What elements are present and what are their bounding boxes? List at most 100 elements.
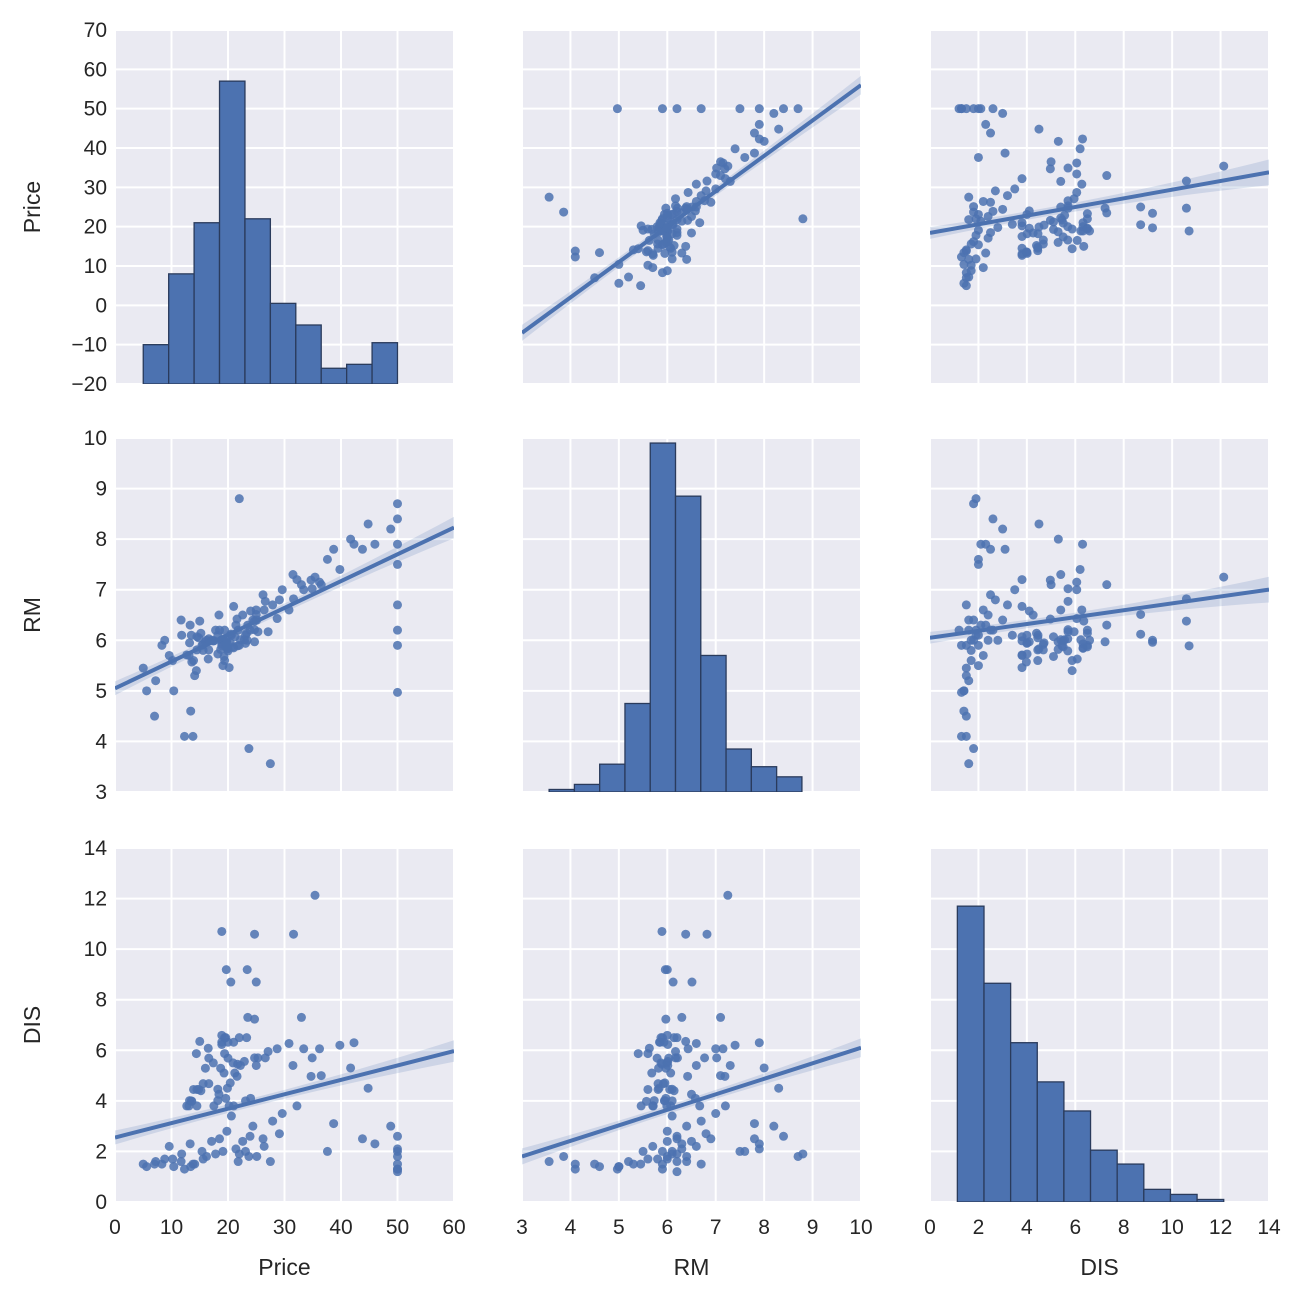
scatter-point — [983, 233, 993, 243]
scatter-point — [393, 640, 402, 650]
scatter-point — [230, 1068, 240, 1078]
scatter-point — [691, 1141, 701, 1151]
scatter-point — [988, 104, 998, 114]
scatter-point — [1056, 570, 1066, 580]
scatter-point — [1082, 214, 1092, 224]
scatter-point — [226, 977, 236, 987]
scatter-point — [233, 1157, 243, 1167]
scatter-point — [1072, 169, 1082, 179]
histogram-bar — [624, 702, 651, 792]
scatter-point — [234, 494, 244, 504]
scatter-point — [221, 1093, 231, 1103]
scatter-point — [978, 605, 988, 615]
scatter-point — [322, 1146, 332, 1156]
scatter-point — [245, 1131, 255, 1141]
scatter-point — [559, 207, 569, 217]
scatter-point — [638, 225, 648, 235]
scatter-point — [292, 1101, 302, 1111]
scatter-point — [335, 1040, 345, 1050]
scatter-point — [288, 1060, 298, 1070]
scatter-point — [195, 616, 205, 626]
scatter-point — [228, 642, 238, 652]
scatter-point — [289, 929, 299, 939]
scatter-point — [993, 222, 1003, 232]
scatter-point — [222, 1126, 232, 1136]
y-tick-label: 70 — [84, 19, 107, 42]
scatter-point — [779, 1131, 789, 1141]
scatter-point — [643, 1084, 653, 1094]
histogram-bar — [983, 982, 1012, 1202]
scatter-point — [961, 104, 971, 114]
scatter-point — [973, 554, 983, 564]
scatter-point — [964, 759, 974, 769]
scatter-point — [234, 1033, 244, 1043]
scatter-point — [667, 247, 677, 257]
y-tick-label: 12 — [84, 888, 107, 911]
scatter-point — [973, 240, 983, 250]
scatter-point — [993, 635, 1003, 645]
scatter-point — [1077, 605, 1087, 615]
x-tick-label: 40 — [329, 1216, 352, 1239]
scatter-point — [197, 1146, 207, 1156]
scatter-point — [177, 630, 187, 640]
scatter-point — [1056, 605, 1066, 615]
x-tick-label: 6 — [661, 1216, 673, 1239]
scatter-point — [682, 1121, 692, 1131]
panel-rm-vs-price: 3 4 5 6 7 8 9 10 RM — [19, 427, 455, 804]
y-tick-label: 4 — [95, 1090, 107, 1113]
scatter-point — [1102, 580, 1112, 590]
scatter-point — [614, 278, 624, 288]
regression-line — [930, 587, 1269, 640]
regression-line — [522, 1045, 861, 1159]
scatter-point — [216, 1063, 226, 1073]
scatter-point — [628, 1159, 638, 1169]
scatter-point — [1038, 235, 1048, 245]
scatter-point — [1079, 241, 1089, 251]
scatter-point — [966, 645, 976, 655]
scatter-point — [216, 644, 226, 654]
scatter-point — [638, 1146, 648, 1156]
scatter-point — [1067, 656, 1077, 666]
scatter-point — [720, 1101, 730, 1111]
scatter-point — [959, 706, 969, 716]
scatter-point — [370, 1139, 380, 1149]
histogram-bar — [218, 80, 246, 384]
scatter-point — [151, 676, 161, 686]
scatter-point — [160, 635, 170, 645]
scatter-point — [251, 977, 261, 987]
scatter-point — [959, 686, 969, 696]
y-tick-label: 14 — [84, 837, 108, 860]
scatter-point — [988, 514, 998, 524]
scatter-point — [570, 1159, 580, 1169]
scatter-point — [986, 544, 996, 554]
scatter-point — [983, 635, 993, 645]
scatter-point — [220, 1049, 230, 1059]
scatter-point — [258, 590, 268, 600]
scatter-point — [258, 1134, 268, 1144]
y-tick-label: 4 — [95, 730, 107, 753]
scatter-point — [1045, 164, 1055, 174]
scatter-point — [211, 1149, 221, 1159]
scatter-point — [1136, 220, 1146, 230]
scatter-point — [204, 1079, 214, 1089]
y-tick-label: 8 — [95, 528, 107, 551]
scatter-point — [681, 241, 691, 251]
y-tick-label: 60 — [84, 58, 107, 81]
histogram-bar — [725, 748, 753, 792]
scatter-point — [665, 1084, 675, 1094]
scatter-point — [393, 687, 402, 697]
scatter-point — [393, 1159, 402, 1169]
scatter-point — [1058, 232, 1068, 242]
scatter-point — [700, 1053, 710, 1063]
scatter-point — [964, 192, 974, 202]
scatter-point — [235, 1060, 245, 1070]
scatter-point — [662, 965, 672, 975]
scatter-point — [138, 663, 148, 673]
scatter-point — [696, 1159, 706, 1169]
histogram-bar — [269, 302, 297, 384]
scatter-point — [1022, 638, 1032, 648]
scatter-point — [969, 202, 979, 212]
plot-area — [548, 442, 803, 792]
scatter-point — [624, 272, 634, 282]
scatter-point — [988, 206, 998, 216]
